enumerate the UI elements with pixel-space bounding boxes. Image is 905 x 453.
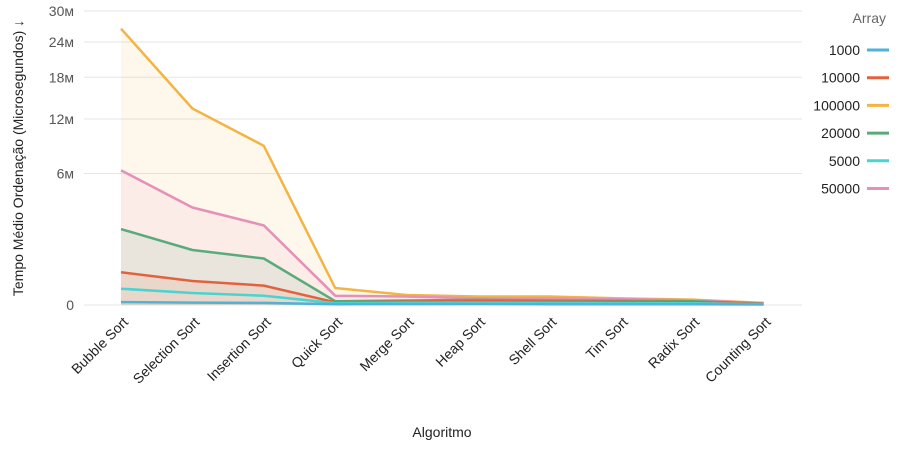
x-tick-label: Quick Sort bbox=[288, 314, 346, 372]
x-axis-title: Algoritmo bbox=[412, 424, 471, 440]
x-tick-label: Bubble Sort bbox=[68, 314, 131, 377]
x-tick-label: Insertion Sort bbox=[204, 314, 274, 384]
area-100000 bbox=[121, 28, 764, 305]
legend-title: Array bbox=[853, 10, 886, 26]
y-tick-label: 18м bbox=[49, 69, 74, 85]
series-line-1000 bbox=[120, 300, 764, 306]
series-lines bbox=[120, 27, 764, 306]
legend-label: 10000 bbox=[821, 70, 860, 86]
y-axis-ticks: 0 6м 12м 18м 24м 30м bbox=[49, 3, 74, 313]
y-tick-label: 6м bbox=[57, 166, 74, 182]
y-axis-title: Tempo Médio Ordenação (Microsegundos) ↓ bbox=[10, 20, 26, 296]
legend-item-100000[interactable]: 100000 bbox=[813, 97, 889, 113]
legend: 1000 10000 100000 20000 5000 50000 bbox=[813, 42, 889, 197]
y-tick-label: 12м bbox=[49, 111, 74, 127]
legend-item-50000[interactable]: 50000 bbox=[821, 181, 889, 197]
legend-label: 50000 bbox=[821, 181, 860, 197]
x-tick-label: Tim Sort bbox=[583, 314, 631, 362]
area-20000 bbox=[121, 229, 764, 305]
y-tick-label: 24м bbox=[49, 34, 74, 50]
area-fills bbox=[121, 28, 764, 305]
legend-label: 1000 bbox=[829, 42, 860, 58]
x-tick-label: Merge Sort bbox=[356, 314, 416, 374]
legend-label: 20000 bbox=[821, 125, 860, 141]
x-tick-label: Shell Sort bbox=[505, 314, 559, 368]
legend-item-5000[interactable]: 5000 bbox=[829, 153, 889, 169]
x-tick-label: Selection Sort bbox=[130, 314, 203, 387]
y-tick-label: 0 bbox=[66, 297, 74, 313]
area-50000 bbox=[121, 170, 764, 305]
legend-item-1000[interactable]: 1000 bbox=[829, 42, 889, 58]
x-tick-label: Heap Sort bbox=[432, 314, 488, 370]
x-tick-label: Radix Sort bbox=[645, 314, 703, 372]
legend-label: 100000 bbox=[813, 97, 860, 113]
series-line-50000 bbox=[120, 169, 764, 305]
y-tick-label: 30м bbox=[49, 3, 74, 19]
legend-label: 5000 bbox=[829, 153, 860, 169]
legend-item-20000[interactable]: 20000 bbox=[821, 125, 889, 141]
legend-item-10000[interactable]: 10000 bbox=[821, 70, 889, 86]
x-tick-label: Counting Sort bbox=[702, 314, 774, 386]
